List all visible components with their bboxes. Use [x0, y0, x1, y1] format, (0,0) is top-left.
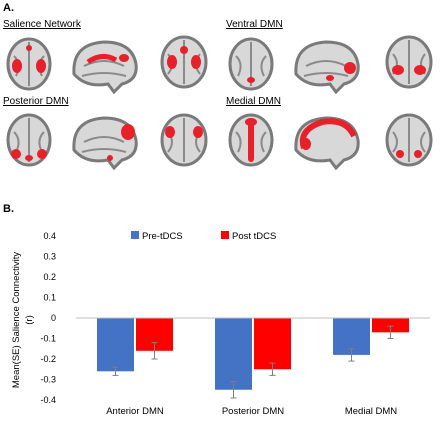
ventral-dmn-title: Ventral DMN [226, 19, 283, 30]
bar-pre-2 [215, 318, 252, 390]
category-labels: Anterior DMN Posterior DMN Medial DMN [106, 406, 397, 417]
bar-post-3 [372, 318, 409, 333]
medial-dmn-title: Medial DMN [226, 96, 282, 107]
y-tick-label: 0.3 [43, 252, 56, 262]
y-tick-label: -0.1 [40, 334, 56, 344]
legend-label-pre-tdcs: Pre-tDCS [142, 231, 183, 242]
y-tick-label: 0.1 [43, 293, 56, 303]
y-axis-label-unit: (r) [24, 315, 35, 325]
y-tick-label: 0.4 [43, 231, 56, 241]
salience-network-title: Salience Network [3, 19, 81, 30]
medial-dmn-brain-slices [228, 113, 433, 171]
y-axis-label: Mean(SE) Salience Connectivity [11, 252, 22, 388]
posterior-dmn-brain-slices [6, 113, 208, 171]
salience-network-brain-slices [6, 35, 208, 94]
legend-swatch-pre-tdcs [131, 231, 139, 239]
y-tick-label: -0.4 [40, 395, 56, 405]
legend-label-post-tdcs: Post tDCS [232, 231, 276, 242]
y-tick-label: -0.2 [40, 354, 56, 364]
panel-b-label: B. [3, 203, 14, 215]
bar-chart: Pre-tDCS Post tDCS Mean(SE) Salience Con… [11, 231, 430, 417]
bar-post-2 [254, 318, 291, 370]
y-tick-label: 0 [51, 313, 56, 323]
y-tick-label: 0.2 [43, 272, 56, 282]
category-label: Posterior DMN [222, 406, 284, 417]
category-label: Anterior DMN [106, 406, 164, 417]
posterior-dmn-title: Posterior DMN [3, 96, 69, 107]
category-label: Medial DMN [345, 406, 397, 417]
bar-pre-1 [97, 318, 134, 372]
y-ticks: 0.4 0.3 0.2 0.1 0 -0.1 -0.2 -0.3 -0.4 [40, 231, 56, 405]
ventral-dmn-brain-slices [228, 35, 433, 94]
legend: Pre-tDCS Post tDCS [131, 231, 276, 242]
panel-a-label: A. [3, 2, 14, 14]
bars [97, 318, 409, 399]
y-tick-label: -0.3 [40, 375, 56, 385]
legend-swatch-post-tdcs [221, 231, 229, 239]
